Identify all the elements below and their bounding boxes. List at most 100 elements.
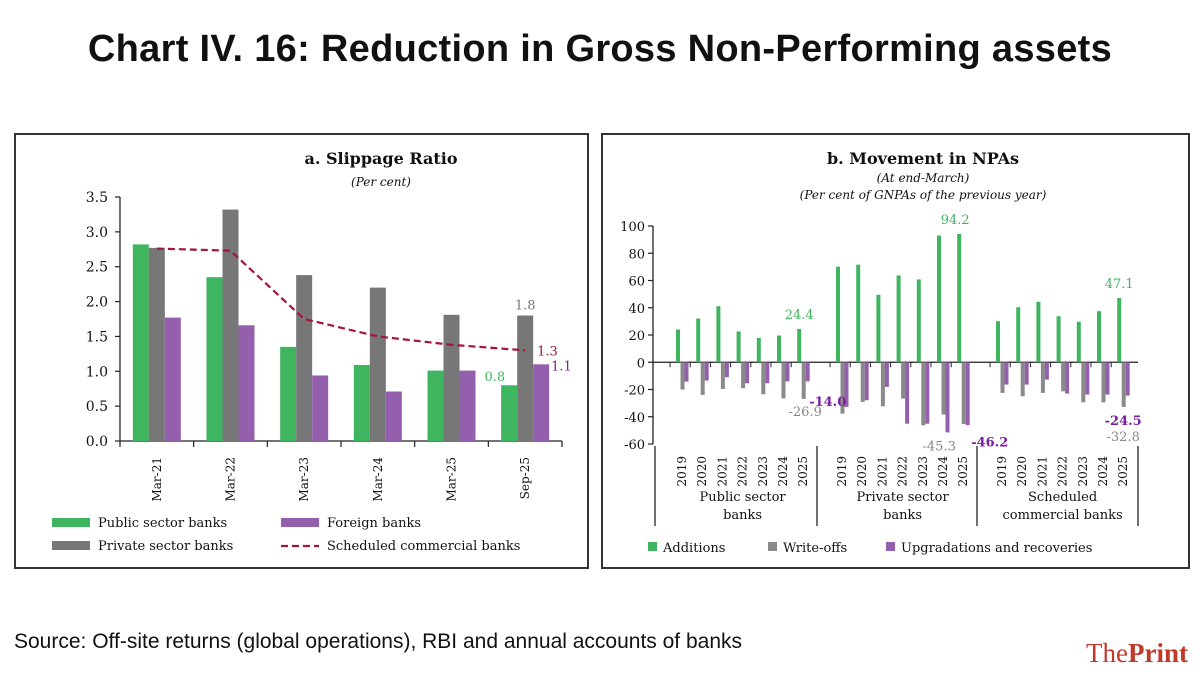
chart-b-bar-writeoffs bbox=[840, 362, 845, 414]
chart-b-year-label: 2024 bbox=[1096, 456, 1110, 487]
chart-a-y-tick-label: 2.5 bbox=[86, 260, 108, 276]
chart-b-y-tick-label: -40 bbox=[624, 411, 645, 426]
chart-b-year-label: 2020 bbox=[695, 456, 709, 487]
chart-b-bar-additions bbox=[1097, 311, 1101, 363]
chart-b-bar-additions bbox=[996, 321, 1000, 363]
chart-b-bar-upgradations bbox=[785, 362, 790, 382]
chart-a-bar-public bbox=[206, 277, 223, 441]
chart-b-data-label: 24.4 bbox=[785, 308, 814, 323]
chart-b-bar-upgradations bbox=[1065, 362, 1070, 394]
chart-b-bar-additions bbox=[1117, 298, 1122, 363]
chart-b-year-label: 2019 bbox=[675, 456, 689, 487]
chart-b-bar-upgradations bbox=[945, 362, 950, 433]
chart-b-y-tick-label: 100 bbox=[620, 220, 645, 235]
chart-b-bar-upgradations bbox=[1125, 362, 1130, 396]
chart-a-data-label: 1.1 bbox=[551, 359, 572, 374]
chart-a-x-tick-label: Mar-21 bbox=[150, 457, 164, 502]
chart-b-year-label: 2023 bbox=[916, 456, 930, 487]
chart-a-bar-public bbox=[353, 365, 370, 441]
chart-b-bar-writeoffs bbox=[1121, 362, 1126, 407]
chart-a-y-tick-label: 2.0 bbox=[86, 295, 108, 311]
chart-b-group-label: banks bbox=[883, 508, 922, 523]
chart-a-bar-foreign bbox=[533, 364, 550, 441]
chart-a-bar-private bbox=[369, 287, 386, 441]
chart-b-year-label: 2019 bbox=[835, 456, 849, 487]
chart-b-bar-writeoffs bbox=[1101, 362, 1106, 403]
chart-a-bar-foreign bbox=[238, 325, 255, 441]
chart-b-bar-additions bbox=[1076, 321, 1081, 363]
chart-b-group-label: Private sector bbox=[857, 490, 950, 505]
chart-b-year-label: 2025 bbox=[796, 456, 810, 487]
chart-a-data-label: 1.8 bbox=[515, 299, 536, 314]
chart-b-bar-upgradations bbox=[724, 362, 729, 378]
chart-b-bar-writeoffs bbox=[781, 362, 786, 399]
chart-a-bar-public bbox=[501, 385, 518, 441]
chart-b-bar-writeoffs bbox=[720, 362, 725, 389]
chart-b-bar-writeoffs bbox=[1020, 362, 1025, 397]
legend-swatch-additions bbox=[648, 542, 657, 551]
chart-a-bar-foreign bbox=[312, 375, 329, 441]
chart-b-bar-additions bbox=[797, 329, 802, 363]
chart-a-bar-foreign bbox=[164, 317, 181, 441]
chart-b-bar-additions bbox=[876, 294, 881, 363]
chart-b-bar-upgradations bbox=[965, 362, 970, 426]
brand-logo-regular: The bbox=[1086, 638, 1128, 668]
chart-b-bar-writeoffs bbox=[801, 362, 806, 399]
chart-a-x-tick-label: Mar-25 bbox=[445, 457, 459, 502]
chart-b-bar-additions bbox=[1016, 307, 1021, 363]
chart-b-year-label: 2021 bbox=[1035, 456, 1049, 487]
legend-label: Additions bbox=[662, 541, 725, 556]
chart-b-bar-additions bbox=[836, 266, 840, 363]
chart-b-subtitle-2: (Per cent of GNPAs of the previous year) bbox=[800, 188, 1047, 202]
chart-a-title: a. Slippage Ratio bbox=[304, 149, 457, 168]
chart-a-y-tick-label: 3.5 bbox=[86, 190, 108, 206]
chart-b-bar-upgradations bbox=[864, 362, 869, 401]
chart-a-x-tick-label: Mar-23 bbox=[297, 457, 311, 502]
chart-b-bar-writeoffs bbox=[1000, 362, 1005, 393]
chart-b-bar-writeoffs bbox=[761, 362, 766, 395]
chart-b-bar-additions bbox=[777, 335, 781, 363]
chart-a-x-tick-label: Mar-24 bbox=[371, 457, 385, 502]
chart-a-bar-private bbox=[443, 314, 460, 441]
chart-b-bar-additions bbox=[1036, 301, 1041, 363]
chart-a-bar-foreign bbox=[385, 391, 402, 441]
legend-swatch-writeoffs bbox=[768, 542, 777, 551]
chart-b-data-label: -14.0 bbox=[809, 395, 846, 410]
chart-b-y-tick-label: 0 bbox=[637, 356, 645, 371]
chart-b-bar-upgradations bbox=[765, 362, 770, 384]
chart-a-subtitle: (Per cent) bbox=[351, 175, 411, 189]
chart-b-bar-writeoffs bbox=[1081, 362, 1086, 403]
chart-b-bar-upgradations bbox=[805, 362, 810, 382]
slippage-ratio-panel: a. Slippage Ratio (Per cent) 0.0 0.5 1.0 1.5 2… bbox=[14, 133, 589, 569]
chart-b-year-label: 2023 bbox=[1076, 456, 1090, 487]
chart-b-year-label: 2024 bbox=[936, 456, 950, 487]
chart-a-bar-public bbox=[427, 370, 444, 441]
legend-label: Scheduled commercial banks bbox=[327, 539, 520, 554]
chart-a-bar-public bbox=[280, 346, 297, 441]
chart-b-group-label: Public sector bbox=[700, 490, 787, 505]
chart-a-y-tick-label: 0.5 bbox=[86, 399, 108, 415]
chart-b-bar-upgradations bbox=[844, 362, 849, 407]
chart-b-bar-additions bbox=[736, 331, 741, 363]
chart-b-y-tick-label: 80 bbox=[628, 247, 645, 262]
legend-swatch-upgradations bbox=[886, 542, 895, 551]
slippage-ratio-chart: a. Slippage Ratio (Per cent) 0.0 0.5 1.0 1.5 2… bbox=[52, 149, 572, 554]
chart-b-bar-additions bbox=[696, 318, 701, 363]
chart-b-bar-additions bbox=[957, 233, 962, 363]
legend-label: Write-offs bbox=[783, 541, 847, 556]
chart-b-bar-writeoffs bbox=[860, 362, 865, 402]
chart-b-bar-upgradations bbox=[1085, 362, 1090, 395]
legend-swatch-foreign bbox=[281, 518, 319, 527]
chart-b-y-tick-label: 40 bbox=[628, 302, 645, 317]
chart-b-bar-upgradations bbox=[704, 362, 709, 381]
chart-b-year-label: 2023 bbox=[756, 456, 770, 487]
chart-a-y-tick-label: 0.0 bbox=[86, 434, 108, 450]
chart-b-bar-writeoffs bbox=[1061, 362, 1066, 392]
chart-b-data-label: -32.8 bbox=[1107, 430, 1140, 445]
chart-b-bar-additions bbox=[676, 329, 680, 363]
chart-b-bar-writeoffs bbox=[741, 362, 746, 389]
legend-swatch-private bbox=[52, 541, 90, 550]
chart-b-subtitle: (At end-March) bbox=[877, 171, 970, 185]
chart-b-data-label: 47.1 bbox=[1105, 277, 1134, 292]
chart-b-year-label: 2024 bbox=[776, 456, 790, 487]
